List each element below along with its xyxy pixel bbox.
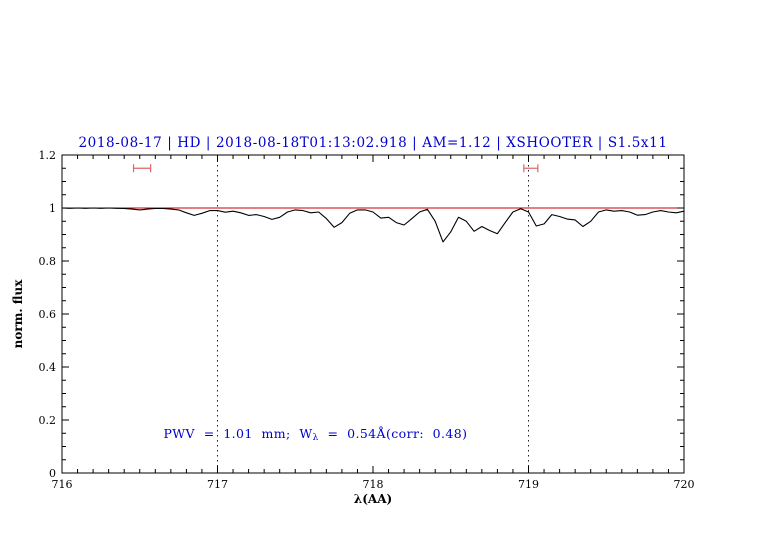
- x-tick-label: 718: [363, 478, 384, 491]
- y-tick-label: 0.4: [39, 361, 57, 374]
- annotation-pre: PWV = 1.01 mm; W: [163, 426, 313, 441]
- x-axis-label: λ(AA): [353, 492, 393, 506]
- x-tick-label: 717: [207, 478, 228, 491]
- plot-title: 2018-08-17 | HD | 2018-08-18T01:13:02.91…: [78, 135, 668, 151]
- pwv-annotation: PWV = 1.01 mm; Wλ = 0.54Å(corr: 0.48): [146, 411, 467, 458]
- y-tick-label: 1: [49, 202, 56, 215]
- x-tick-label: 716: [52, 478, 73, 491]
- y-tick-label: 0.6: [39, 308, 57, 321]
- x-tick-label: 720: [674, 478, 695, 491]
- spectrum-line: [61, 207, 685, 243]
- y-axis-label: norm. flux: [11, 279, 25, 349]
- x-tick-label: 719: [518, 478, 539, 491]
- y-tick-label: 0.2: [39, 414, 57, 427]
- y-tick-label: 0: [49, 467, 56, 480]
- y-tick-label: 0.8: [39, 255, 57, 268]
- annotation-subscript: λ: [312, 433, 319, 443]
- annotation-post: = 0.54Å(corr: 0.48): [318, 426, 468, 441]
- y-tick-label: 1.2: [39, 149, 57, 162]
